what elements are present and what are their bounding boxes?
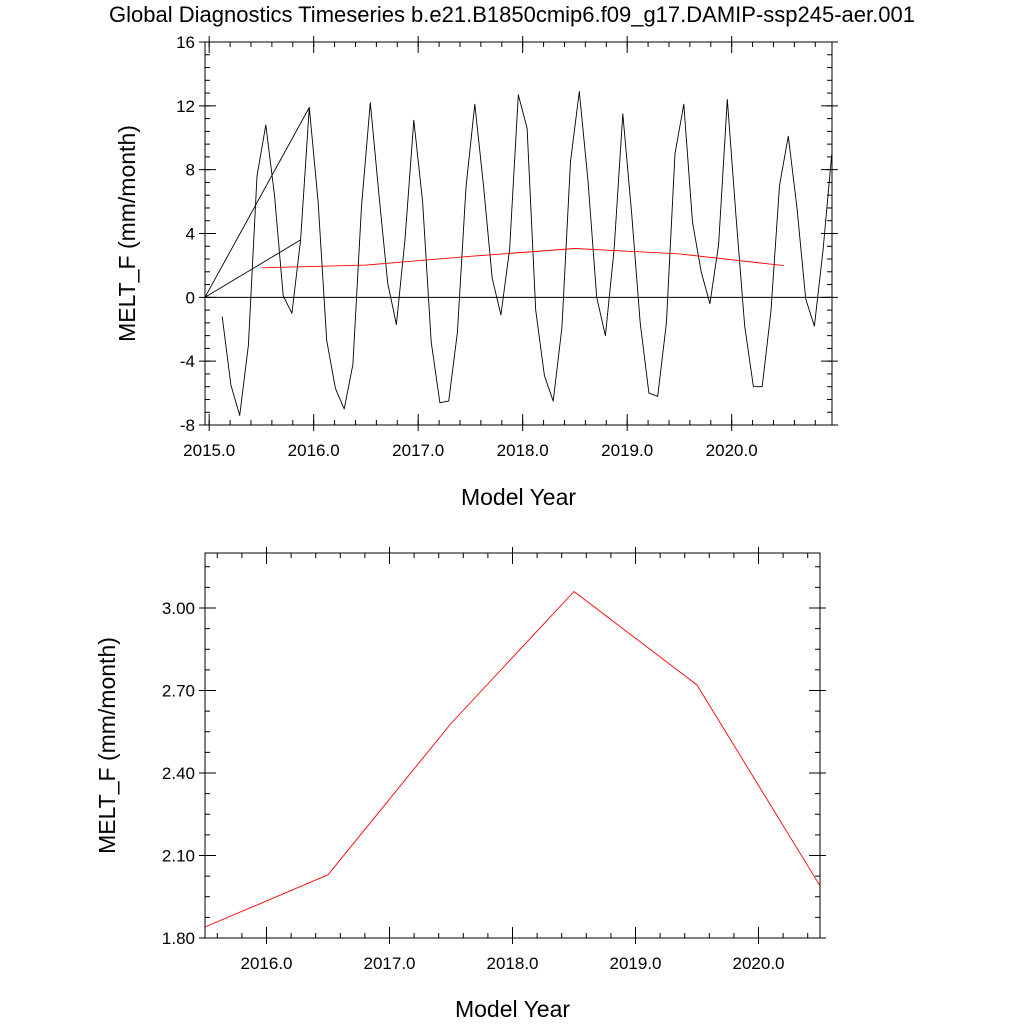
y-tick-label: -4 xyxy=(180,352,195,371)
annual-mean-series-line xyxy=(261,248,784,269)
x-tick-label: 2016.0 xyxy=(288,441,340,460)
timeseries-panel-bottom: 1.80 2.10 2.40 2.70 3.00 2016.0 2017.0 2018.0 20… xyxy=(94,547,826,1022)
monthly-series-line-1 xyxy=(204,107,310,298)
monthly-series-line-2 xyxy=(204,239,301,298)
y-tick-label: 1.80 xyxy=(162,929,195,948)
y-axis-title: MELT_F (mm/month) xyxy=(94,637,120,854)
y-tick-label: 2.70 xyxy=(162,682,195,701)
plot-frame xyxy=(204,41,833,426)
x-tick-label: 2016.0 xyxy=(241,954,293,973)
y-tick-label: 4 xyxy=(186,225,195,244)
x-tick-label: 2020.0 xyxy=(733,954,785,973)
plot-frame xyxy=(204,552,821,939)
x-tick-label: 2019.0 xyxy=(601,441,653,460)
timeseries-panel-top: -8 -4 0 4 8 12 16 2015.0 2016.0 2017.0 2018.0 2019.… xyxy=(114,33,838,510)
y-tick-label: 2.10 xyxy=(162,847,195,866)
x-tick-label: 2020.0 xyxy=(706,441,758,460)
x-tick-label: 2018.0 xyxy=(487,954,539,973)
page-title: Global Diagnostics Timeseries b.e21.B185… xyxy=(109,2,915,27)
y-tick-label: 8 xyxy=(186,161,195,180)
y-tick-label: 0 xyxy=(186,288,195,307)
x-axis-title: Model Year xyxy=(455,996,570,1022)
x-tick-label: 2017.0 xyxy=(392,441,444,460)
y-tick-label: -8 xyxy=(180,416,195,435)
x-tick-label: 2019.0 xyxy=(610,954,662,973)
annual-mean-series-line xyxy=(204,591,821,928)
x-tick-label: 2017.0 xyxy=(364,954,416,973)
y-tick-label: 2.40 xyxy=(162,764,195,783)
y-axis-title: MELT_F (mm/month) xyxy=(114,125,140,342)
x-tick-label: 2018.0 xyxy=(497,441,549,460)
monthly-series-line-0 xyxy=(221,91,833,416)
y-tick-label: 16 xyxy=(176,33,195,52)
y-tick-label: 12 xyxy=(176,97,195,116)
x-axis-title: Model Year xyxy=(461,484,576,510)
x-tick-label: 2015.0 xyxy=(183,441,235,460)
y-tick-label: 3.00 xyxy=(162,599,195,618)
